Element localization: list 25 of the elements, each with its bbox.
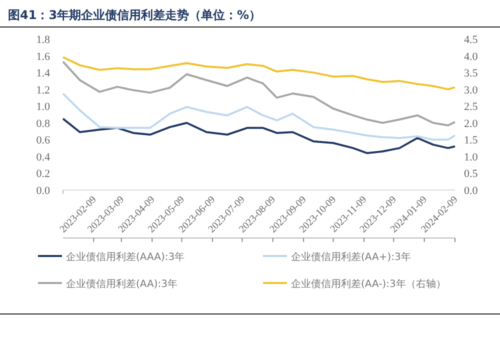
legend-label: 企业债信用利差(AAA):3年 xyxy=(66,251,185,263)
y-tick-label: 1.0 xyxy=(36,101,50,114)
legend-label: 企业债信用利差(AA+):3年 xyxy=(291,251,411,263)
y-tick-label: 1.6 xyxy=(36,50,50,63)
y-tick-label: 1.2 xyxy=(36,84,50,96)
chart-title: 图41：3年期企业债信用利差走势（单位：%） xyxy=(8,8,262,22)
legend-label: 企业债信用利差(AA):3年 xyxy=(66,278,178,290)
y2-tick-label: 0.0 xyxy=(464,185,478,197)
y-tick-label: 1.4 xyxy=(36,68,50,80)
y2-tick-label: 4.5 xyxy=(464,34,478,46)
y2-tick-label: 1.0 xyxy=(464,151,478,164)
y2-tick-label: 3.0 xyxy=(464,84,478,96)
y-tick-label: 0.4 xyxy=(36,151,50,164)
y2-tick-label: 4.0 xyxy=(464,50,478,63)
y2-tick-label: 3.5 xyxy=(464,68,478,80)
y2-tick-label: 2.5 xyxy=(464,101,478,114)
y2-tick-label: 0.5 xyxy=(464,168,478,180)
y-tick-label: 0.6 xyxy=(36,134,50,147)
legend-label: 企业债信用利差(AA-):3年（右轴） xyxy=(291,278,446,290)
y-tick-label: 1.8 xyxy=(36,34,50,46)
y2-tick-label: 2.0 xyxy=(464,118,478,130)
y-tick-label: 0.2 xyxy=(36,168,50,180)
y-tick-label: 0.0 xyxy=(36,185,50,197)
y2-tick-label: 1.5 xyxy=(464,134,478,147)
y-tick-label: 0.8 xyxy=(36,118,50,130)
